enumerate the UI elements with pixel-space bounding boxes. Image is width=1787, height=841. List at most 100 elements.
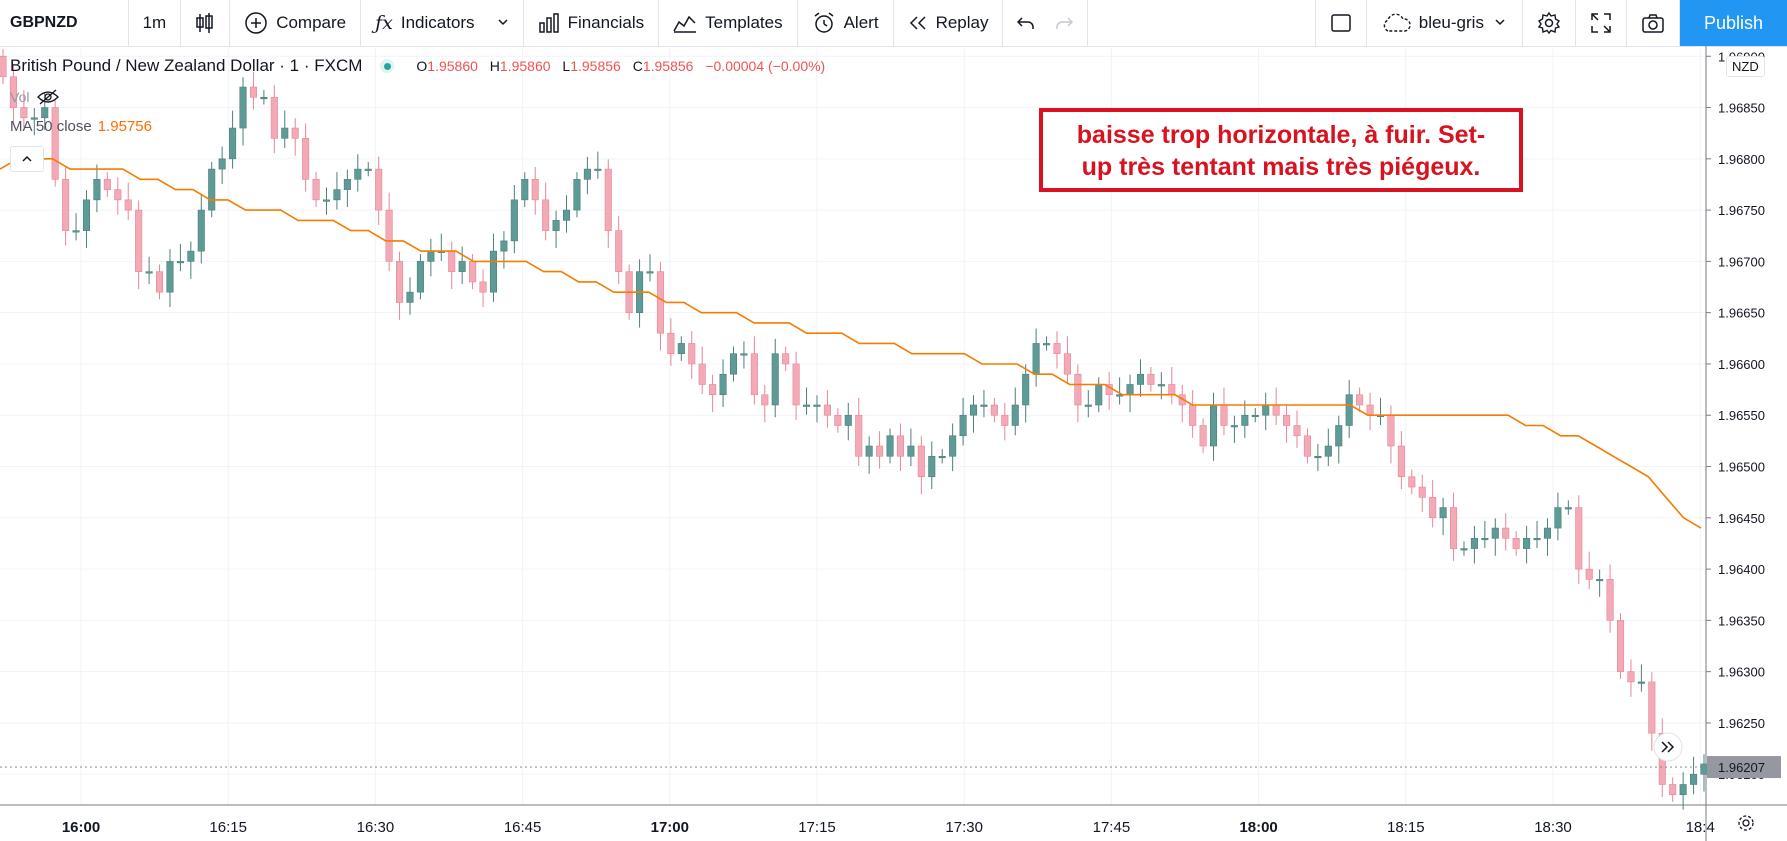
volume-legend: Vol (10, 89, 60, 105)
time-tick-label: 18:15 (1387, 819, 1425, 836)
price-tick-label: 1.96400 (1718, 562, 1765, 577)
candle-body (260, 96, 268, 100)
candle-body (1366, 404, 1374, 416)
candle-body (521, 179, 529, 201)
replay-button[interactable]: Replay (894, 0, 1004, 46)
candle-body (1491, 527, 1499, 539)
candle-body (510, 199, 518, 242)
candle-body (1543, 527, 1552, 539)
compare-button[interactable]: Compare (230, 0, 362, 46)
candle-body (1356, 394, 1364, 406)
candle-body (928, 455, 936, 478)
candle-body (1429, 496, 1437, 519)
candle-body (876, 445, 884, 457)
snapshot-button[interactable] (1627, 0, 1680, 46)
collapse-legend-button[interactable] (10, 146, 44, 172)
candle-body (135, 209, 143, 272)
settings-button[interactable] (1523, 0, 1576, 46)
compare-label: Compare (276, 13, 347, 32)
candle-body (562, 209, 571, 221)
undo-icon[interactable] (1017, 16, 1035, 30)
chart-type-button[interactable] (181, 0, 231, 46)
layout-menu-button[interactable]: bleu-gris (1367, 0, 1523, 46)
candle-body (1084, 404, 1092, 407)
price-tick-label: 1.96750 (1718, 203, 1765, 218)
scroll-to-realtime-button[interactable] (1653, 732, 1683, 762)
axis-settings-gear-icon[interactable] (1738, 815, 1754, 831)
low-label: L (562, 58, 571, 74)
candle-body (1450, 507, 1458, 549)
candle-body (1324, 445, 1332, 457)
candle-body (1043, 343, 1051, 346)
candle-body (9, 76, 17, 108)
candle-body (124, 199, 132, 211)
candle-body (719, 373, 727, 396)
currency-unit-badge[interactable]: NZD (1726, 56, 1765, 77)
candle-body (1616, 620, 1625, 672)
candle-body (1283, 414, 1291, 426)
open-label: O (416, 58, 428, 74)
candle-body (72, 230, 80, 233)
candle-body (322, 199, 331, 202)
candle-body (187, 250, 195, 262)
last-price-label: 1.96207 (1718, 760, 1765, 775)
undo-redo-group (1003, 0, 1089, 46)
candle-body (93, 179, 101, 201)
candle-body (62, 179, 70, 231)
candle-body (500, 240, 508, 252)
annotation-box[interactable]: baisse trop horizontale, à fuir. Set- up… (1039, 108, 1523, 192)
alert-button[interactable]: Alert (798, 0, 894, 46)
ma-label: MA 50 close (10, 118, 92, 135)
candle-body (677, 343, 685, 355)
candle-body (406, 291, 414, 303)
double-chevron-right-icon (1661, 741, 1669, 753)
eye-crossed-icon[interactable] (37, 89, 60, 105)
candle-body (302, 138, 310, 180)
candle-body (155, 271, 164, 293)
candle-body (1679, 784, 1687, 796)
candle-body (1470, 538, 1478, 549)
rewind-icon (909, 16, 926, 30)
candle-body (583, 168, 591, 180)
price-tick-label: 1.96350 (1718, 613, 1765, 628)
publish-button[interactable]: Publish (1679, 0, 1787, 46)
indicators-label: Indicators (400, 13, 475, 32)
candle-body (448, 250, 456, 272)
candle-body (82, 199, 91, 231)
templates-button[interactable]: Templates (659, 0, 798, 46)
candle-body (1345, 394, 1353, 426)
financials-button[interactable]: Financials (524, 0, 660, 46)
candle-body (218, 158, 226, 170)
fx-icon: ƒx (375, 12, 393, 34)
candle-body (1293, 425, 1301, 437)
candle-body (969, 404, 978, 416)
candle-body (1314, 455, 1322, 459)
redo-icon[interactable] (1055, 16, 1074, 30)
expand-icon (1591, 13, 1611, 33)
interval-button[interactable]: 1m (129, 0, 182, 46)
price-tick-label: 1.96450 (1718, 511, 1765, 526)
fullscreen-layout-button[interactable] (1314, 0, 1367, 46)
candle-body (1669, 784, 1677, 796)
candle-body (938, 455, 946, 459)
candle-body (1585, 568, 1593, 580)
candle-body (166, 261, 174, 293)
templates-icon (673, 15, 697, 33)
candle-body (855, 414, 863, 457)
candle-body (208, 168, 216, 211)
candle-body (594, 168, 602, 171)
symbol-search-button[interactable]: GBPNZD (0, 0, 129, 46)
indicators-button[interactable]: ƒx Indicators (361, 0, 524, 46)
alert-label: Alert (843, 13, 879, 32)
candle-body (1460, 548, 1468, 551)
candle-body (1533, 538, 1541, 541)
gear-icon (1537, 11, 1561, 35)
candle-body (427, 250, 435, 262)
price-tick-label: 1.96550 (1718, 408, 1765, 423)
fullscreen-button[interactable] (1576, 0, 1627, 46)
close-label: C (632, 58, 643, 74)
ma-value: 1.95756 (97, 118, 152, 135)
candle-body (364, 168, 372, 171)
candle-body (980, 404, 988, 407)
candle-body (1606, 579, 1614, 621)
